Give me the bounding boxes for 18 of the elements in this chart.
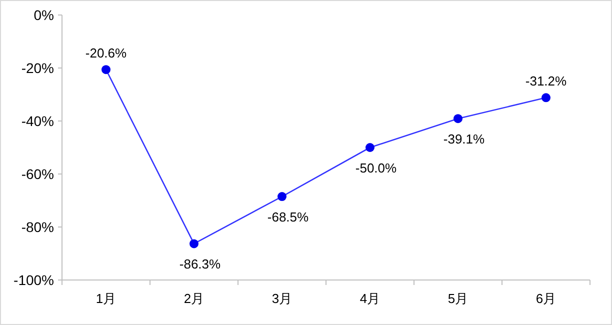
y-tick-label: 0% bbox=[34, 7, 54, 23]
data-label: -50.0% bbox=[355, 160, 398, 176]
x-tick-label: 4月 bbox=[360, 291, 380, 306]
y-tick-label: -100% bbox=[14, 272, 54, 288]
x-tick-label: 6月 bbox=[536, 291, 556, 306]
y-tick-label: -60% bbox=[21, 166, 54, 182]
y-tick-label: -80% bbox=[21, 219, 54, 235]
x-tick-label: 1月 bbox=[96, 291, 116, 306]
x-tick-label: 3月 bbox=[272, 291, 292, 306]
x-tick-label: 5月 bbox=[448, 291, 468, 306]
data-label: -86.3% bbox=[179, 256, 222, 272]
y-tick-label: -40% bbox=[21, 113, 54, 129]
data-label: -68.5% bbox=[267, 210, 310, 225]
data-label: -31.2% bbox=[525, 74, 568, 89]
data-label: -39.1% bbox=[443, 132, 486, 147]
x-tick-label: 2月 bbox=[184, 291, 204, 306]
y-tick-label: -20% bbox=[21, 60, 54, 76]
data-label: -20.6% bbox=[85, 46, 128, 61]
